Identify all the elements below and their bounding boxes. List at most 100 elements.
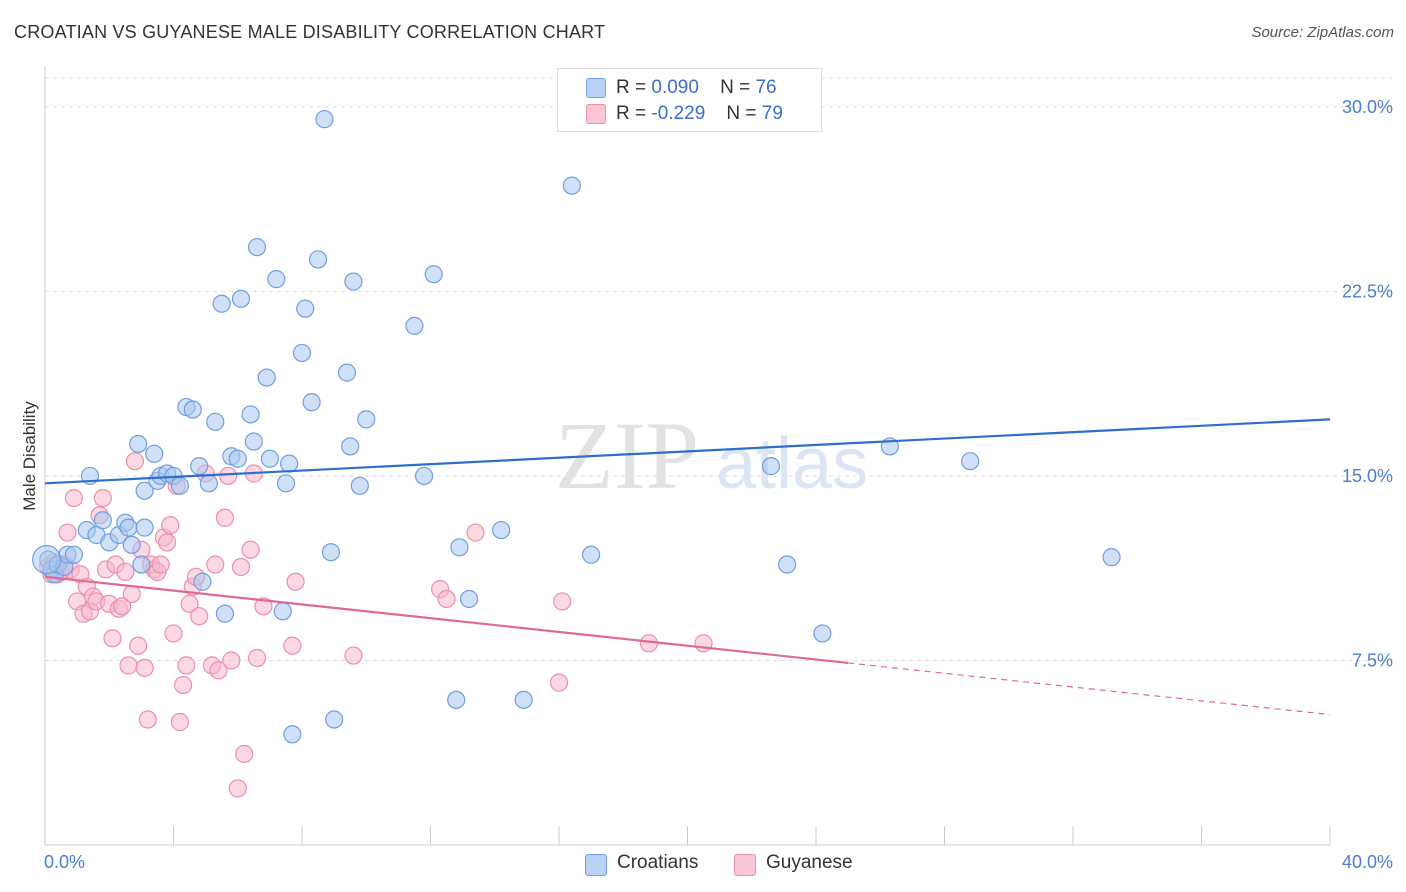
- croatian-point: [183, 400, 202, 419]
- croatian-point: [447, 690, 466, 709]
- guyanese-point: [174, 675, 193, 695]
- croatian-point: [414, 466, 434, 486]
- trend-lines: [44, 418, 1331, 716]
- guyanese-point: [138, 710, 157, 729]
- guyanese-point: [112, 597, 132, 616]
- guyanese-point: [553, 592, 572, 611]
- n-label: N =: [726, 103, 757, 124]
- guyanese-point: [170, 712, 190, 732]
- r-value: 0.090: [651, 77, 699, 98]
- croatians-swatch: [586, 78, 606, 98]
- guyanese-trend-line: [44, 575, 849, 665]
- croatian-point: [257, 368, 276, 387]
- n-value: 79: [761, 103, 783, 124]
- guyanese-point: [344, 646, 363, 665]
- x-tick-label-max: 40.0%: [1342, 852, 1393, 872]
- y-tick-label: 22.5%: [1342, 281, 1393, 301]
- croatian-point: [241, 405, 260, 424]
- croatian-point: [961, 452, 980, 471]
- guyanese-point: [103, 629, 122, 648]
- x-tick-label-min: 0.0%: [44, 852, 85, 872]
- watermark-atlas: atlas: [716, 424, 868, 504]
- croatian-point: [228, 449, 247, 468]
- croatian-point: [308, 250, 328, 269]
- chart-title: CROATIAN VS GUYANESE MALE DISABILITY COR…: [14, 22, 606, 42]
- guyanese-point: [209, 661, 228, 680]
- correlation-legend: R = 0.090 N = 76 R = -0.229 N = 79: [557, 68, 822, 132]
- croatian-point: [190, 457, 209, 476]
- croatian-point: [344, 272, 363, 291]
- croatian-point: [405, 316, 424, 335]
- guyanese-point: [549, 673, 569, 692]
- croatian-point: [325, 710, 344, 729]
- croatian-point: [292, 343, 312, 363]
- guyanese-point: [283, 636, 302, 655]
- croatian-point: [283, 725, 302, 744]
- guyanese-point: [116, 562, 135, 582]
- guyanese-point: [125, 452, 145, 471]
- guyanese-point: [241, 540, 260, 559]
- guyanese-point: [64, 488, 84, 508]
- croatian-point: [302, 393, 321, 412]
- r-value: -0.229: [651, 103, 706, 124]
- croatian-point: [280, 454, 299, 473]
- croatian-point: [247, 238, 267, 257]
- r-label: R =: [616, 77, 647, 98]
- croatian-point: [1102, 548, 1121, 567]
- y-tick-label: 7.5%: [1352, 650, 1393, 670]
- guyanese-point: [466, 523, 485, 542]
- n-value: 76: [755, 77, 777, 98]
- guyanese-point: [122, 584, 141, 604]
- croatian-point: [450, 538, 469, 557]
- guyanese-point: [93, 488, 112, 508]
- croatian-point: [244, 432, 263, 451]
- croatian-points: [32, 110, 1121, 744]
- guyanese-point: [235, 744, 254, 764]
- croatian-point: [459, 589, 479, 609]
- guyanese-point: [190, 607, 209, 626]
- croatian-point: [321, 543, 341, 562]
- guyanese-swatch: [586, 104, 606, 124]
- croatian-point: [350, 476, 369, 495]
- croatian-point: [514, 690, 533, 709]
- croatian-point: [206, 412, 225, 431]
- croatian-point: [315, 110, 334, 129]
- croatian-point: [582, 545, 601, 564]
- croatian-point: [813, 624, 832, 643]
- legend-label-guyanese: Guyanese: [766, 852, 853, 873]
- source-label: Source: ZipAtlas.com: [1251, 24, 1394, 41]
- croatian-point: [337, 363, 357, 382]
- guyanese-trend-extension: [848, 662, 1331, 716]
- croatian-point: [93, 511, 112, 530]
- croatian-point: [119, 518, 138, 537]
- croatian-point: [492, 520, 511, 540]
- watermark-zip: ZIP: [555, 402, 699, 509]
- croatian-point-cluster: [32, 545, 62, 575]
- guyanese-point: [286, 572, 305, 591]
- croatian-point: [135, 481, 154, 500]
- guyanese-point: [219, 466, 238, 486]
- croatian-point: [424, 265, 443, 284]
- guyanese-swatch: [734, 854, 756, 876]
- guyanese-point: [119, 656, 138, 675]
- guyanese-point: [694, 634, 713, 653]
- guyanese-point: [231, 557, 251, 577]
- croatian-point: [341, 437, 360, 456]
- guyanese-point: [180, 594, 199, 613]
- croatian-point: [267, 270, 286, 289]
- y-axis-title: Male Disability: [20, 401, 39, 511]
- guyanese-point: [206, 555, 225, 574]
- guyanese-point: [437, 589, 456, 609]
- croatian-point: [357, 410, 376, 429]
- guyanese-point: [157, 533, 177, 552]
- croatian-point: [64, 545, 84, 564]
- y-tick-label: 30.0%: [1342, 97, 1393, 117]
- n-label: N =: [720, 77, 751, 98]
- r-label: R =: [616, 103, 647, 124]
- guyanese-point: [215, 508, 234, 527]
- guyanese-point: [129, 636, 148, 655]
- croatian-point: [132, 555, 151, 574]
- croatian-point: [212, 294, 231, 313]
- croatian-point: [170, 476, 190, 495]
